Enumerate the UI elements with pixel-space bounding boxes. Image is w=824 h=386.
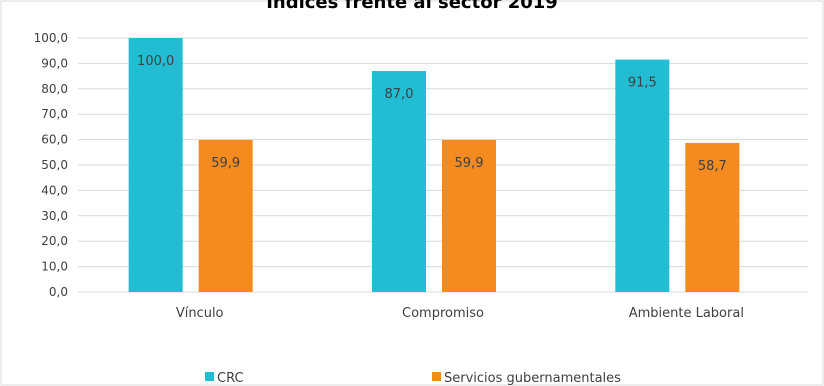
legend-swatch [205,372,214,381]
value-label: 87,0 [385,87,414,102]
y-tick-label: 20,0 [41,234,68,248]
x-category-label: Ambiente Laboral [629,306,744,321]
y-tick-label: 60,0 [41,133,68,147]
data-labels: 100,0 59,9 87,0 59,9 91,5 58,7 [137,54,727,174]
y-axis-ticks: 0,0 10,0 20,0 30,0 40,0 50,0 60,0 70,0 80,0 90,0 1… [34,31,68,299]
y-tick-label: 100,0 [34,31,68,45]
legend-label: CRC [217,371,244,386]
legend-label: Servicios gubernamentales [444,371,621,386]
value-label: 58,7 [698,159,727,174]
bar-servicios-0 [198,139,253,292]
y-tick-label: 10,0 [41,260,68,274]
bar-servicios-2 [685,142,740,292]
y-tick-label: 0,0 [49,285,68,299]
y-tick-label: 80,0 [41,82,68,96]
bar-crc-1 [372,71,426,293]
value-label: 100,0 [137,54,174,69]
value-label: 91,5 [628,76,657,91]
y-tick-label: 50,0 [41,158,68,172]
bar-servicios-1 [442,139,496,292]
y-tick-label: 30,0 [41,209,68,223]
legend: CRC Servicios gubernamentales [205,371,621,386]
bar-crc-2 [615,59,670,293]
bars [128,38,740,293]
chart-title: Índices frente al sector 2019 [266,0,558,13]
y-tick-label: 40,0 [41,183,68,197]
x-category-label: Vínculo [176,306,224,321]
y-tick-label: 70,0 [41,107,68,121]
legend-swatch [432,372,441,381]
x-category-label: Compromiso [402,306,484,321]
value-label: 59,9 [455,156,484,171]
bar-crc-0 [128,38,183,292]
value-label: 59,9 [211,156,240,171]
x-axis-categories: Vínculo Compromiso Ambiente Laboral [176,306,744,321]
y-tick-label: 90,0 [41,56,68,70]
